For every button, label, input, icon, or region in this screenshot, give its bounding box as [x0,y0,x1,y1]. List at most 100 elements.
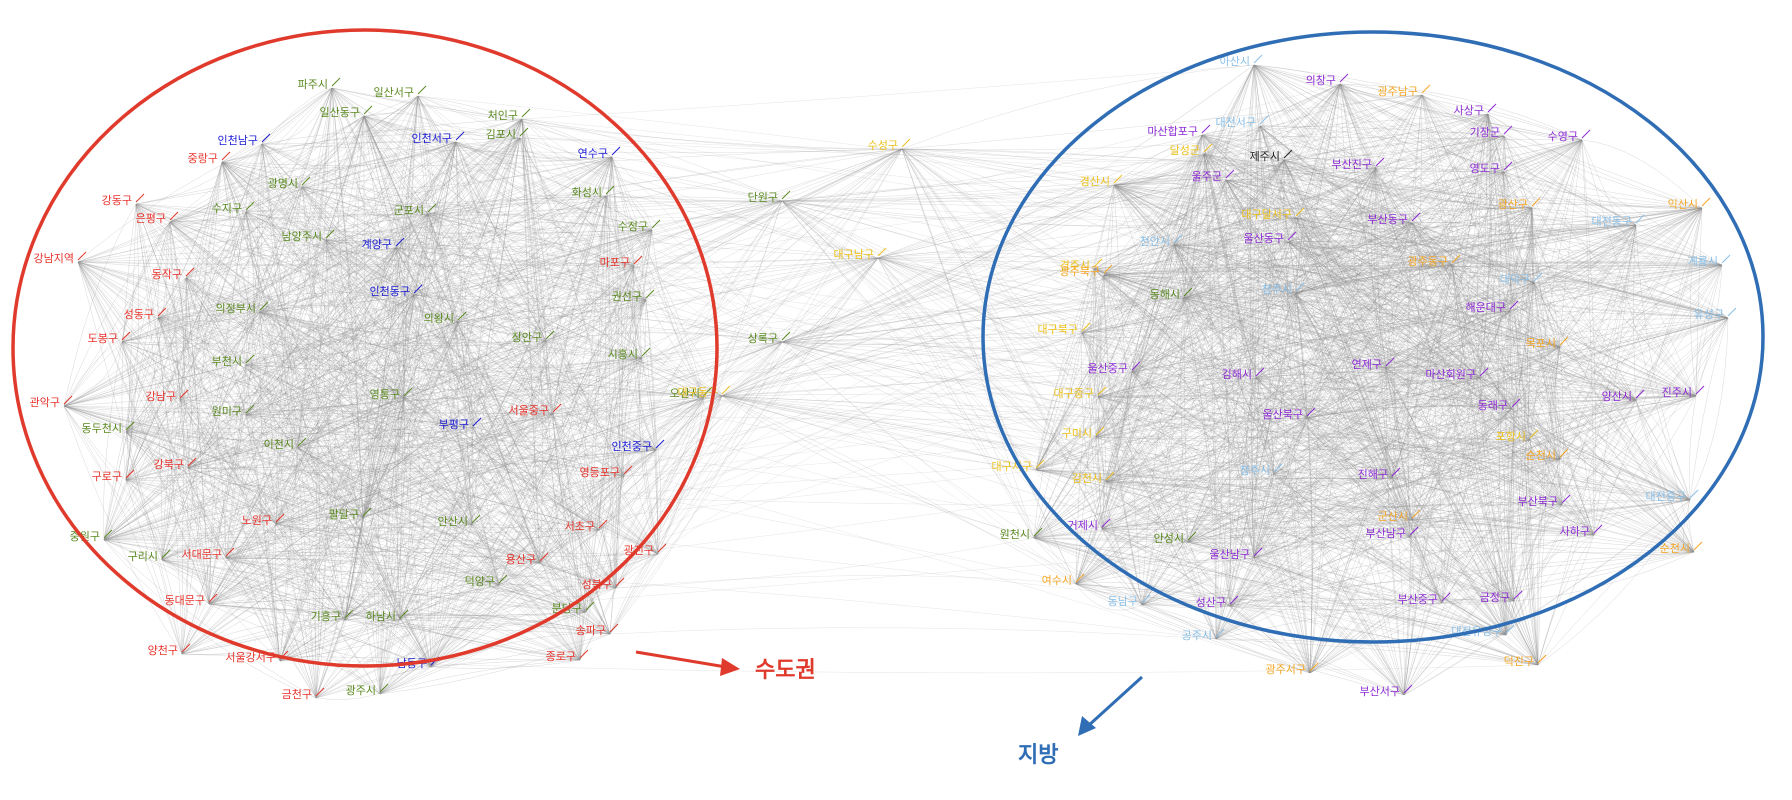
edge [297,447,587,613]
edge [1529,439,1595,536]
edge [552,257,879,415]
edge [1295,217,1691,501]
edge [1259,125,1533,209]
edge [279,397,405,662]
edge [781,184,1115,343]
edge [179,161,223,401]
edge [325,239,415,296]
edge [1421,94,1729,319]
edge [1253,64,1723,266]
edge [1375,167,1637,401]
edge [615,257,879,589]
edge [1339,83,1513,410]
node: 대전중구 [1646,489,1699,503]
edge [1187,377,1481,543]
edge [363,115,879,259]
edge [185,277,277,525]
edge [161,341,783,561]
edge [1105,224,1637,483]
edge [245,211,643,359]
edge [521,118,581,661]
edge [1113,184,1175,246]
edge [1295,215,1413,224]
edge [1229,139,1583,607]
edge [1339,83,1583,141]
edge [1033,292,1297,539]
edge [1103,274,1143,606]
edge [121,311,261,345]
edge [1479,376,1513,410]
edge [1225,179,1481,379]
edge [1035,159,1285,471]
edge [331,87,705,398]
edge [1309,504,1563,674]
edge [1097,317,1729,398]
edge [1203,153,1297,294]
edge [1537,499,1691,666]
edge [63,341,123,407]
edge [225,141,457,559]
edge [1253,64,1481,379]
node-tick [472,417,482,427]
edge [1113,184,1453,266]
edge [245,229,653,416]
node-tick [703,386,713,396]
edge [259,118,523,313]
edge [301,186,617,589]
edge [632,265,659,555]
edge [1225,179,1535,284]
edge [355,115,365,519]
edge [781,113,1489,343]
edge [1203,153,1481,379]
edge [1253,64,1311,674]
edge [1339,83,1387,369]
edge [721,371,1133,397]
edge [1451,264,1507,636]
edge [125,431,657,451]
edge [781,200,1413,230]
edge [1033,499,1691,540]
edge [187,467,317,699]
edge [1035,310,1511,471]
edge [1225,179,1289,243]
edge [125,277,187,481]
edge [275,523,617,589]
edge [185,95,419,279]
edge [121,341,210,605]
edge [1183,297,1561,348]
edge [261,143,473,526]
edge [1187,224,1637,543]
edge [1141,217,1297,606]
edge [1173,244,1443,604]
edge [1081,332,1217,640]
edge [552,195,607,415]
edge [1141,377,1481,606]
node-tick [1203,143,1213,153]
edge [1253,557,1311,674]
edge [301,186,321,699]
node-tick [498,574,508,584]
edge [301,186,600,531]
edge [1093,268,1393,479]
edge [169,143,263,223]
edge [121,213,429,343]
edge [1103,274,1297,294]
edge [1255,264,1723,379]
edge [545,148,903,342]
edge [362,229,653,519]
edge [1225,179,1695,553]
edge [1295,292,1637,401]
edge [1095,436,1143,606]
edge [187,467,500,586]
edge [169,87,333,223]
edge [1259,125,1393,479]
edge [121,341,346,621]
edge [325,239,432,668]
edge [455,141,547,342]
edge [208,475,625,605]
edge [609,148,903,635]
edge [379,584,500,695]
edge [103,294,415,541]
edge [1095,207,1533,438]
edge [1105,481,1695,553]
